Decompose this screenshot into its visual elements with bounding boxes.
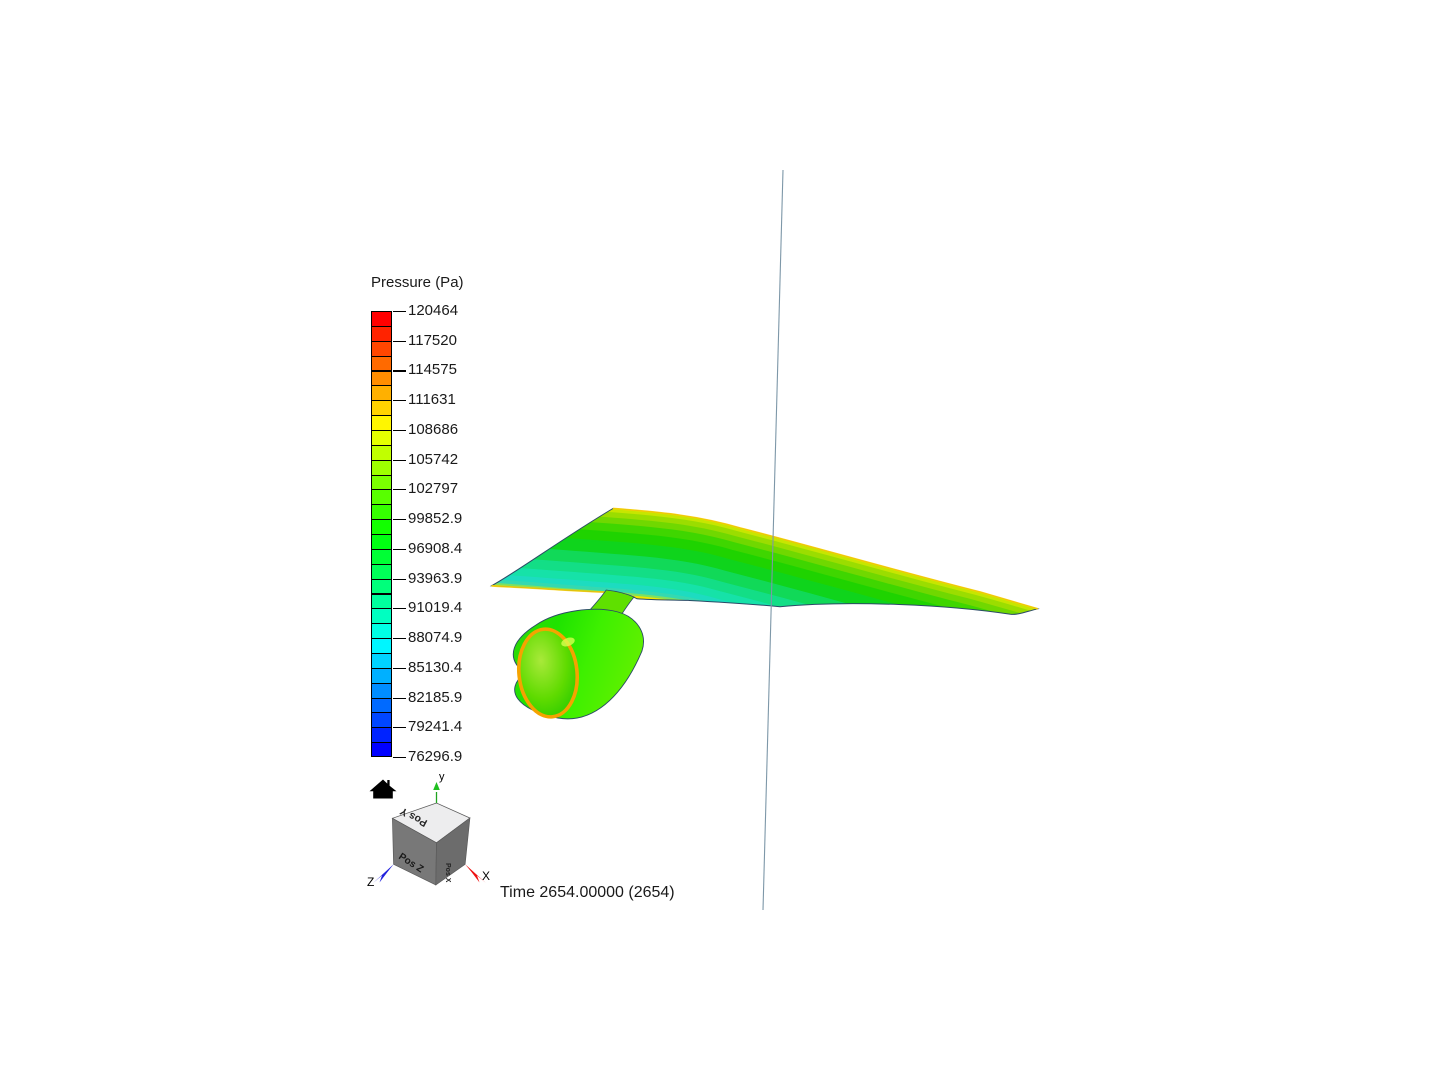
svg-text:Pos X: Pos X — [444, 863, 451, 883]
svg-text:Z: Z — [367, 875, 374, 889]
svg-text:y: y — [439, 771, 445, 783]
svg-text:X: X — [482, 869, 490, 883]
